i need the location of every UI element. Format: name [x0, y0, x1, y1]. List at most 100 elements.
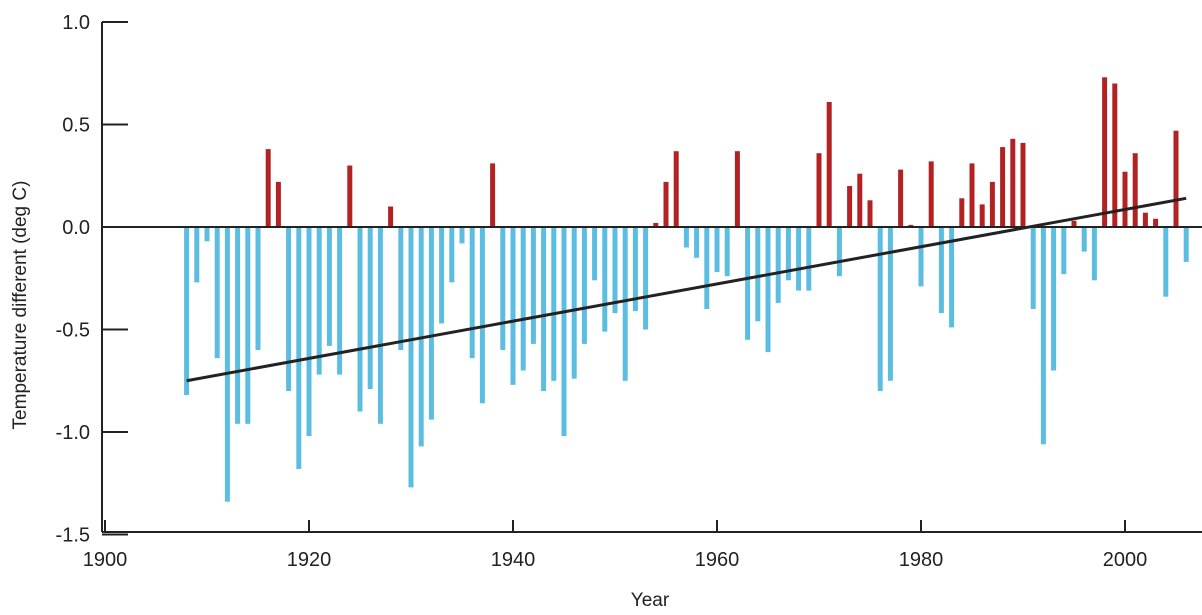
- bar-1952: [632, 227, 638, 312]
- bar-1924: [347, 165, 353, 227]
- bar-1979: [908, 224, 914, 227]
- bar-2005: [1173, 130, 1179, 227]
- bar-1943: [541, 227, 547, 391]
- bar-1981: [928, 161, 934, 227]
- bar-1969: [806, 227, 812, 291]
- bar-1921: [316, 227, 322, 375]
- bar-1967: [785, 227, 791, 281]
- bar-1927: [377, 227, 383, 424]
- bar-1934: [449, 227, 455, 283]
- bar-1988: [1000, 147, 1006, 227]
- bar-1985: [969, 163, 975, 227]
- x-axis-title: Year: [631, 590, 670, 611]
- bar-1923: [337, 227, 343, 375]
- bar-1912: [224, 227, 230, 502]
- bar-1950: [612, 227, 618, 314]
- bar-1993: [1051, 227, 1057, 371]
- bar-1930: [408, 227, 414, 488]
- bar-1986: [979, 204, 985, 227]
- bar-1946: [571, 227, 577, 379]
- bar-1968: [796, 227, 802, 291]
- bars-group: [184, 77, 1189, 502]
- bar-1959: [704, 227, 710, 309]
- bar-1977: [887, 227, 893, 381]
- bar-1925: [357, 227, 363, 412]
- bar-1996: [1081, 227, 1087, 252]
- bar-1928: [388, 206, 394, 227]
- bar-1932: [428, 227, 434, 420]
- y-tick-label: -1.5: [56, 525, 90, 547]
- bar-1961: [724, 227, 730, 277]
- bar-1958: [694, 227, 700, 258]
- bar-1994: [1061, 227, 1067, 275]
- bar-1971: [826, 102, 832, 227]
- bar-1998: [1102, 77, 1108, 227]
- x-tick-label: 1920: [287, 549, 332, 571]
- bar-1945: [561, 227, 567, 437]
- bar-1976: [877, 227, 883, 391]
- bar-1989: [1010, 138, 1016, 227]
- bar-1936: [469, 227, 475, 359]
- bar-1949: [602, 227, 608, 332]
- y-tick-label: 1.0: [62, 12, 90, 34]
- bar-1991: [1030, 227, 1036, 309]
- bar-1918: [286, 227, 292, 391]
- bar-1970: [816, 153, 822, 227]
- bar-2003: [1153, 218, 1159, 227]
- x-tick-label: 1960: [695, 549, 740, 571]
- x-tick-label: 1900: [83, 549, 128, 571]
- bar-1937: [479, 227, 485, 404]
- bar-1940: [510, 227, 516, 385]
- bar-1980: [918, 227, 924, 287]
- bar-1965: [765, 227, 771, 353]
- bar-1947: [581, 227, 587, 344]
- bar-1909: [194, 227, 200, 283]
- bar-2002: [1142, 212, 1148, 227]
- y-tick-label: 0.5: [62, 115, 90, 137]
- bar-1929: [398, 227, 404, 350]
- bar-1922: [326, 227, 332, 346]
- bar-1957: [683, 227, 689, 248]
- bar-1956: [673, 151, 679, 227]
- bar-2000: [1122, 171, 1128, 227]
- bar-1972: [836, 227, 842, 277]
- bar-1954: [653, 222, 659, 227]
- y-ticks: 1.0 0.5 0.0 -0.5 -1.0 -1.5: [56, 12, 128, 547]
- bar-1955: [663, 181, 669, 227]
- bar-1995: [1071, 220, 1077, 227]
- bar-1942: [530, 227, 536, 344]
- bar-1978: [898, 169, 904, 227]
- bar-1987: [989, 181, 995, 227]
- trend-line: [186, 196, 1187, 383]
- bar-1920: [306, 227, 312, 437]
- bar-1962: [734, 151, 740, 227]
- bar-2001: [1132, 153, 1138, 227]
- bar-1915: [255, 227, 261, 350]
- y-tick-label: -1.0: [56, 422, 90, 444]
- bar-1982: [938, 227, 944, 314]
- y-tick-label: -0.5: [56, 320, 90, 342]
- bar-2006: [1183, 227, 1189, 262]
- x-tick-label: 1940: [491, 549, 536, 571]
- bar-1914: [245, 227, 251, 424]
- bar-1992: [1040, 227, 1046, 445]
- bar-1964: [755, 227, 761, 322]
- bar-1990: [1020, 142, 1026, 227]
- bar-1917: [275, 181, 281, 227]
- y-axis-title: Temperature different (deg C): [10, 181, 31, 430]
- bar-1966: [775, 227, 781, 303]
- bar-2004: [1163, 227, 1169, 297]
- bar-1973: [847, 186, 853, 227]
- x-ticks: 1900 1920 1940 1960 1980 2000: [83, 520, 1147, 571]
- x-tick-label: 1980: [899, 549, 944, 571]
- y-tick-label: 0.0: [62, 217, 90, 239]
- bar-1997: [1091, 227, 1097, 281]
- bar-1944: [551, 227, 557, 381]
- bar-1911: [214, 227, 220, 359]
- bar-1951: [622, 227, 628, 381]
- bar-1999: [1112, 83, 1118, 227]
- bar-1933: [439, 227, 445, 324]
- bar-1963: [745, 227, 751, 340]
- bar-1919: [296, 227, 302, 469]
